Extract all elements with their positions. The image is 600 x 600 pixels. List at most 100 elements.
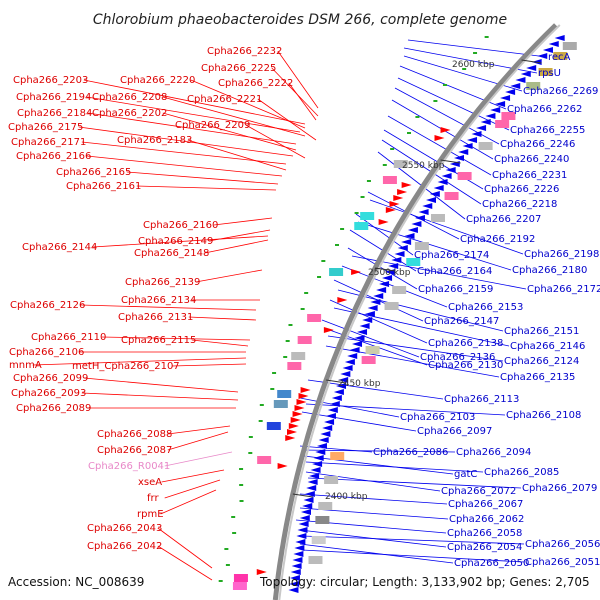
left-connector-line <box>78 126 294 157</box>
reverse-gene-arrow <box>418 209 429 215</box>
right-gene-label: Cpha266_2207 <box>466 214 541 225</box>
left-gene-label: Cpha266_2144 <box>22 242 97 253</box>
left-gene-label: Cpha266_2171 <box>11 137 86 148</box>
feature-box <box>553 52 568 60</box>
reverse-gene-arrow <box>404 233 415 239</box>
gc-marker <box>321 260 326 262</box>
forward-gene-arrow <box>288 423 299 429</box>
forward-gene-arrow <box>385 207 396 213</box>
right-gene-label: Cpha266_2180 <box>512 265 587 276</box>
left-connector-line <box>81 141 287 165</box>
feature-box <box>392 286 407 294</box>
reverse-gene-arrow <box>316 443 327 449</box>
feature-box <box>406 258 421 266</box>
reverse-gene-arrow <box>347 353 358 359</box>
forward-gene-arrow <box>337 297 348 303</box>
gc-marker <box>225 564 230 566</box>
left-gene-label: Cpha266_2232 <box>207 46 282 57</box>
reverse-gene-arrow <box>394 251 405 257</box>
feature-box <box>324 476 339 484</box>
left-gene-label: Cpha266_2089 <box>16 403 91 414</box>
reverse-gene-arrow <box>376 287 387 293</box>
left-connector-line <box>83 377 239 393</box>
reverse-gene-arrow <box>313 455 324 461</box>
left-gene-label: Cpha266_2099 <box>13 373 88 384</box>
feature-box <box>501 112 516 120</box>
left-gene-label: Cpha266_2093 <box>11 388 86 399</box>
reverse-gene-arrow <box>445 167 456 173</box>
feature-box <box>291 352 306 360</box>
reverse-gene-arrow <box>292 557 303 563</box>
right-connector-line <box>347 247 418 290</box>
right-connector-line <box>305 471 441 492</box>
reverse-gene-arrow <box>307 479 318 485</box>
reverse-gene-arrow <box>325 413 336 419</box>
gc-marker <box>360 196 365 198</box>
left-connector-line <box>101 336 251 341</box>
feature-box <box>277 390 292 398</box>
right-gene-label: Cpha266_2097 <box>417 426 492 437</box>
right-gene-label: Cpha266_2246 <box>500 139 575 150</box>
reverse-gene-arrow <box>441 173 452 179</box>
gc-marker <box>484 36 489 38</box>
reverse-gene-arrow <box>407 227 418 233</box>
reverse-gene-arrow <box>335 383 346 389</box>
feature-box <box>538 68 553 76</box>
reverse-gene-arrow <box>411 221 422 227</box>
gc-marker <box>259 404 264 406</box>
right-connector-line <box>303 455 454 475</box>
right-gene-label: Cpha266_2226 <box>484 184 559 195</box>
reverse-gene-arrow <box>490 107 501 113</box>
reverse-gene-arrow <box>303 497 314 503</box>
left-gene-label: Cpha266_2148 <box>134 248 209 259</box>
reverse-gene-arrow <box>548 41 559 47</box>
reverse-gene-arrow <box>433 185 444 191</box>
reverse-gene-arrow <box>306 485 317 491</box>
reverse-gene-arrow <box>359 323 370 329</box>
gc-marker <box>366 180 371 182</box>
reverse-gene-arrow <box>331 395 342 401</box>
left-gene-label: Cpha266_2042 <box>87 541 162 552</box>
right-gene-label: gatC <box>454 469 477 480</box>
gc-marker <box>304 292 309 294</box>
right-connector-line <box>301 549 525 563</box>
gc-marker <box>283 356 288 358</box>
left-connector-line <box>162 112 297 151</box>
left-gene-label: Cpha266_2088 <box>97 429 172 440</box>
feature-box <box>287 362 302 370</box>
gc-marker <box>288 324 293 326</box>
right-connector-line <box>394 87 500 145</box>
reverse-gene-arrow <box>495 101 506 107</box>
left-connector-line <box>162 96 306 137</box>
tick-mark <box>292 493 313 498</box>
right-connector-line <box>369 199 524 255</box>
left-connector-line <box>257 98 317 141</box>
gc-marker <box>231 516 236 518</box>
right-gene-label: Cpha266_2050 <box>454 558 529 569</box>
left-connector-line <box>277 50 319 109</box>
reverse-gene-arrow <box>304 491 315 497</box>
left-gene-label: Cpha266_2161 <box>66 181 141 192</box>
feature-box <box>315 516 330 524</box>
left-connector-line <box>245 124 306 159</box>
right-gene-label: Cpha266_2269 <box>523 86 598 97</box>
reverse-gene-arrow <box>354 335 365 341</box>
reverse-gene-arrow <box>388 263 399 269</box>
left-connector-line <box>213 217 273 226</box>
left-gene-label: Cpha266_2110 <box>31 332 106 343</box>
right-gene-label: recA <box>548 52 571 63</box>
right-gene-label: Cpha266_2147 <box>424 316 499 327</box>
reverse-gene-arrow <box>370 299 381 305</box>
forward-gene-arrow <box>290 417 301 423</box>
reverse-gene-arrow <box>537 53 548 59</box>
right-gene-label: Cpha266_2255 <box>510 125 585 136</box>
feature-box <box>360 212 375 220</box>
right-connector-line <box>329 299 428 344</box>
right-gene-label: Cpha266_2062 <box>449 514 524 525</box>
right-connector-line <box>327 335 504 362</box>
summary-label: Topology: circular; Length: 3,133,902 bp… <box>259 575 590 589</box>
left-gene-label: Cpha266_2106 <box>9 347 84 358</box>
gc-marker <box>248 436 253 438</box>
forward-gene-arrow <box>323 327 334 333</box>
